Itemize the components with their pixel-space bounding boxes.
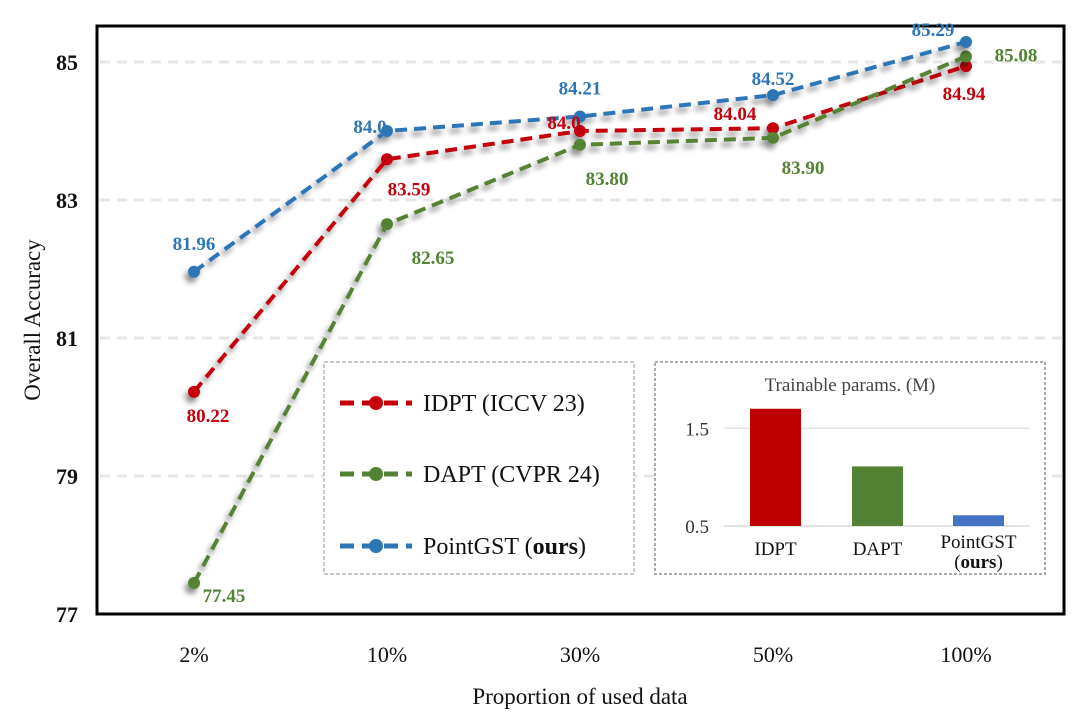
data-point [960, 35, 972, 48]
series-2 [188, 35, 972, 278]
series-line [192, 40, 967, 274]
data-label: 81.96 [173, 234, 216, 255]
legend: IDPT (ICCV 23) DAPT (CVPR 24) PointGST (ou… [323, 361, 635, 575]
legend-marker [369, 539, 383, 553]
legend-label: IDPT (ICCV 23) [423, 391, 585, 417]
x-axis-title: Proportion of used data [472, 684, 687, 709]
inset-category-sublabel: (ours) [954, 552, 1003, 573]
data-label: 84.21 [559, 79, 602, 100]
data-point [188, 265, 200, 278]
y-tick-label: 85 [56, 50, 78, 75]
series-1 [188, 50, 972, 589]
data-point [188, 385, 200, 398]
data-label: 84.0 [353, 117, 386, 138]
x-tick-label: 50% [753, 642, 793, 667]
inset-category-label: PointGST [940, 532, 1016, 553]
legend-marker [369, 467, 383, 481]
data-point [767, 89, 779, 102]
inset-bar [953, 515, 1004, 526]
legend-marker [369, 396, 383, 410]
data-point [381, 153, 393, 166]
y-axis-ticks: 77 79 81 83 85 [56, 50, 78, 627]
data-point [960, 50, 972, 63]
data-labels: 80.22 83.59 84.0 84.04 84.94 77.45 82.65 83.80 8… [173, 20, 1038, 607]
data-label: 85.08 [995, 45, 1038, 66]
data-point [767, 122, 779, 135]
series-0 [188, 60, 972, 398]
y-tick-label: 81 [56, 326, 78, 351]
data-point [574, 110, 586, 123]
legend-entry: PointGST (ours) [340, 534, 586, 560]
data-label: 84.94 [943, 84, 986, 105]
data-point [188, 576, 200, 589]
x-axis-ticks: 2% 10% 30% 50% 100% [179, 642, 991, 667]
data-label: 82.65 [412, 248, 455, 269]
x-tick-label: 2% [179, 642, 208, 667]
inset-category-label: IDPT [754, 539, 797, 560]
inset-y-tick: 1.5 [685, 419, 709, 440]
data-point [381, 218, 393, 231]
data-point [574, 138, 586, 151]
inset-bar [852, 466, 903, 526]
plot-frame [95, 24, 1066, 616]
y-tick-label: 77 [56, 602, 78, 627]
data-label: 84.0 [547, 113, 580, 134]
data-point [381, 125, 393, 137]
legend-label: DAPT (CVPR 24) [423, 462, 600, 488]
legend-entry: IDPT (ICCV 23) [340, 391, 585, 417]
inset-y-tick: 0.5 [685, 517, 709, 538]
inset-title: Trainable params. (M) [765, 375, 936, 396]
data-point [574, 125, 586, 137]
data-label: 83.59 [388, 179, 431, 200]
data-label: 85.29 [912, 20, 955, 41]
legend-label: PointGST (ours) [423, 534, 586, 560]
x-tick-label: 10% [367, 642, 407, 667]
data-label: 84.04 [714, 104, 757, 125]
data-point [960, 60, 972, 73]
inset-category-label: DAPT [853, 539, 903, 560]
data-label: 84.52 [752, 69, 795, 90]
legend-entry: DAPT (CVPR 24) [340, 462, 600, 488]
data-label: 77.45 [203, 586, 246, 607]
y-tick-label: 79 [56, 464, 78, 489]
data-point [767, 131, 779, 144]
inset-bar-chart: Trainable params. (M) 1.5 0.5 IDPT DAPT Poin… [654, 361, 1046, 575]
inset-box [654, 361, 1046, 575]
data-label: 83.80 [586, 169, 629, 190]
x-tick-label: 30% [560, 642, 600, 667]
y-tick-label: 83 [56, 188, 78, 213]
y-axis-title: Overall Accuracy [20, 239, 45, 401]
x-tick-label: 100% [940, 642, 991, 667]
series-lines [188, 35, 972, 589]
data-label: 83.90 [782, 158, 825, 179]
inset-bar [750, 408, 801, 526]
data-label: 80.22 [187, 406, 230, 427]
